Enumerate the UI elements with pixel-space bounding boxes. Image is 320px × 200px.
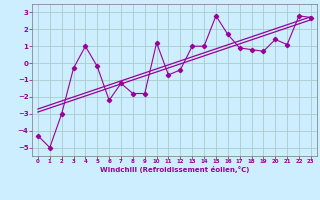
X-axis label: Windchill (Refroidissement éolien,°C): Windchill (Refroidissement éolien,°C) <box>100 166 249 173</box>
